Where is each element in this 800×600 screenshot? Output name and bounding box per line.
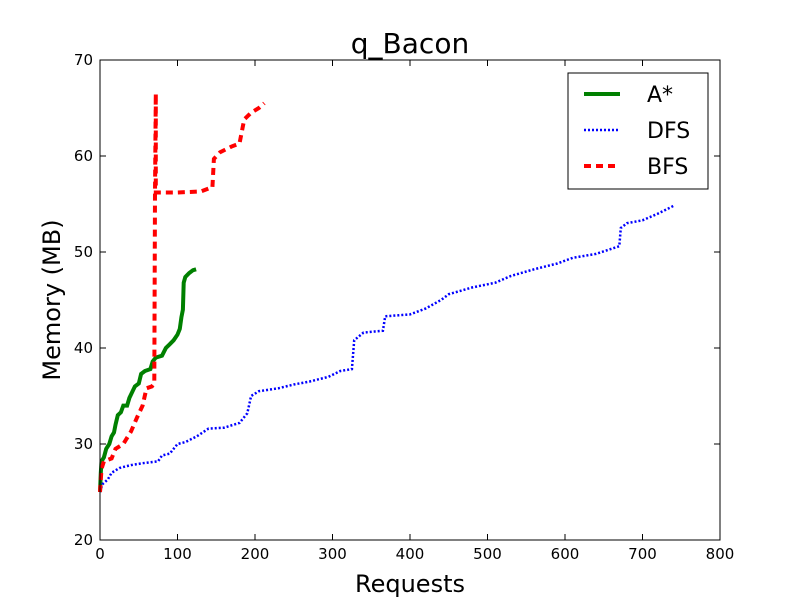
- series-line-bfs: [98, 93, 266, 493]
- x-tick-label: 700: [628, 545, 657, 563]
- chart-title: q_Bacon: [351, 27, 469, 60]
- x-tick-label: 400: [396, 545, 425, 563]
- axis-ticks: 0 100 200 300 400 500 600 700 800 20 30 40 50 60 70: [74, 51, 734, 563]
- legend: A* DFS BFS: [567, 72, 709, 190]
- legend-label-dfs: DFS: [647, 119, 690, 144]
- y-tick-label: 20: [74, 531, 93, 549]
- y-axis-label: Memory (MB): [38, 219, 66, 380]
- y-tick-label: 50: [74, 243, 93, 261]
- y-tick-label: 60: [74, 147, 93, 165]
- x-tick-label: 300: [318, 545, 347, 563]
- x-axis-label: Requests: [355, 570, 465, 598]
- y-tick-label: 30: [74, 435, 93, 453]
- legend-label-a: A*: [647, 83, 673, 108]
- y-tick-label: 70: [74, 51, 93, 69]
- plot-area: [98, 93, 675, 493]
- x-tick-label: 0: [95, 545, 105, 563]
- x-tick-label: 100: [163, 545, 192, 563]
- legend-label-bfs: BFS: [647, 155, 688, 180]
- series-line-a: [98, 267, 197, 493]
- y-tick-label: 40: [74, 339, 93, 357]
- series-line-dfs: [98, 204, 675, 493]
- x-tick-label: 600: [551, 545, 580, 563]
- x-tick-label: 200: [241, 545, 270, 563]
- x-tick-label: 500: [473, 545, 502, 563]
- x-tick-label: 800: [706, 545, 735, 563]
